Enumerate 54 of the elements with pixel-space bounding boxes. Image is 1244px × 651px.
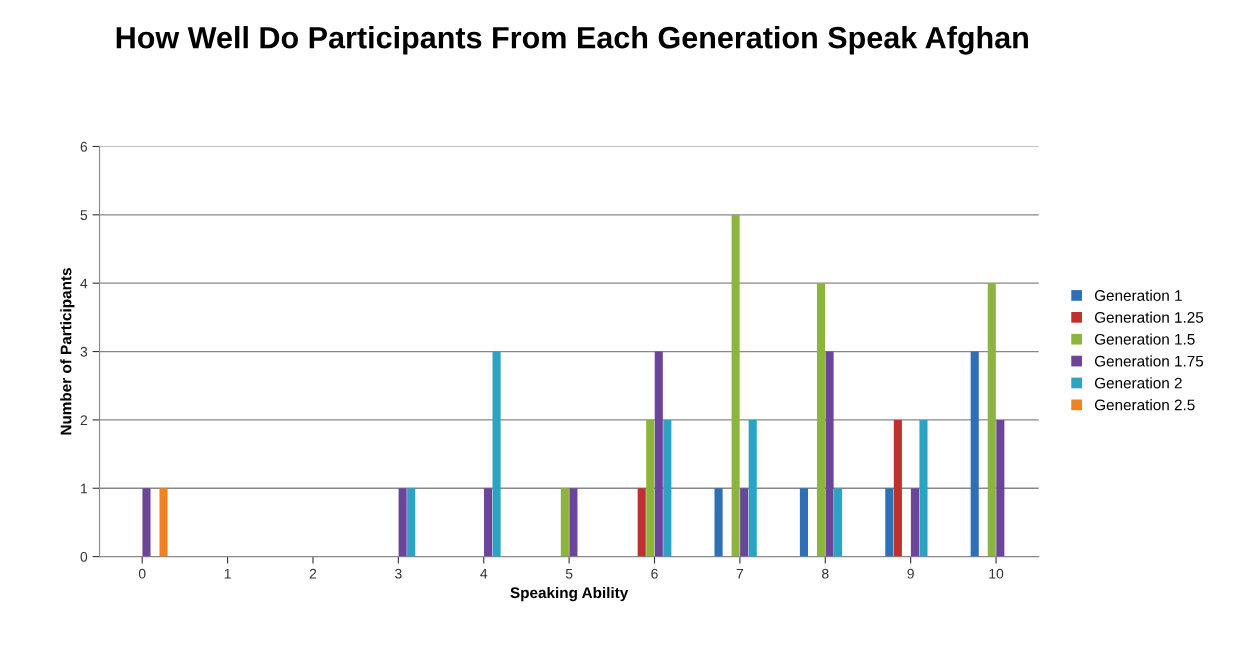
y-tick-label: 4 [80, 278, 88, 289]
bar [816, 283, 826, 557]
bar [663, 419, 672, 557]
y-tick-label: 5 [80, 210, 88, 220]
bar [987, 283, 996, 557]
y-tick-label: 2 [80, 415, 88, 425]
x-tick-label: 8 [822, 568, 829, 579]
chart-title: How Well Do Participants From Each Generation Speak Afghan [116, 26, 1028, 55]
bar [799, 488, 808, 557]
x-tick-label: 10 [989, 568, 1004, 579]
x-tick-label: 9 [907, 568, 914, 579]
legend-label: Generation 2.5 [1094, 399, 1195, 411]
x-tick-label: 5 [565, 568, 573, 579]
x-tick-label: 7 [736, 568, 744, 579]
bar [560, 488, 569, 557]
legend-label: Generation 2 [1094, 377, 1182, 389]
bar [637, 488, 646, 557]
bar [825, 351, 834, 557]
bar [142, 488, 151, 557]
y-tick-label: 6 [80, 141, 88, 152]
bar [970, 351, 979, 557]
bar [834, 488, 843, 557]
y-axis-title: Number of Participants [60, 268, 75, 435]
legend-label: Generation 1 [1094, 289, 1182, 301]
bar [654, 351, 663, 557]
legend-label: Generation 1.25 [1094, 311, 1204, 323]
bar [996, 419, 1005, 557]
y-tick-label: 1 [81, 483, 88, 494]
bar [407, 488, 416, 557]
bar [885, 488, 894, 557]
bar [483, 488, 493, 557]
bar [159, 488, 168, 557]
bar [893, 419, 902, 557]
bar [919, 419, 928, 557]
x-axis-title: Speaking Ability [510, 586, 629, 602]
x-tick-label: 0 [138, 568, 146, 579]
x-tick-label: 6 [651, 568, 658, 579]
bar [646, 419, 655, 557]
y-tick-label: 3 [80, 346, 88, 357]
legend-label: Generation 1.5 [1094, 333, 1195, 345]
x-tick-label: 3 [395, 568, 402, 579]
bar [740, 488, 749, 557]
x-tick-label: 4 [480, 568, 488, 579]
x-tick-label: 2 [309, 568, 317, 579]
bar [492, 351, 501, 557]
x-tick-label: 1 [224, 568, 231, 579]
y-tick-label: 0 [80, 551, 88, 562]
bar [910, 488, 919, 557]
bar [748, 419, 757, 557]
bar [398, 488, 407, 557]
bar [714, 488, 723, 557]
bar [731, 214, 740, 557]
bar [569, 488, 578, 557]
legend-label: Generation 1.75 [1094, 355, 1204, 367]
